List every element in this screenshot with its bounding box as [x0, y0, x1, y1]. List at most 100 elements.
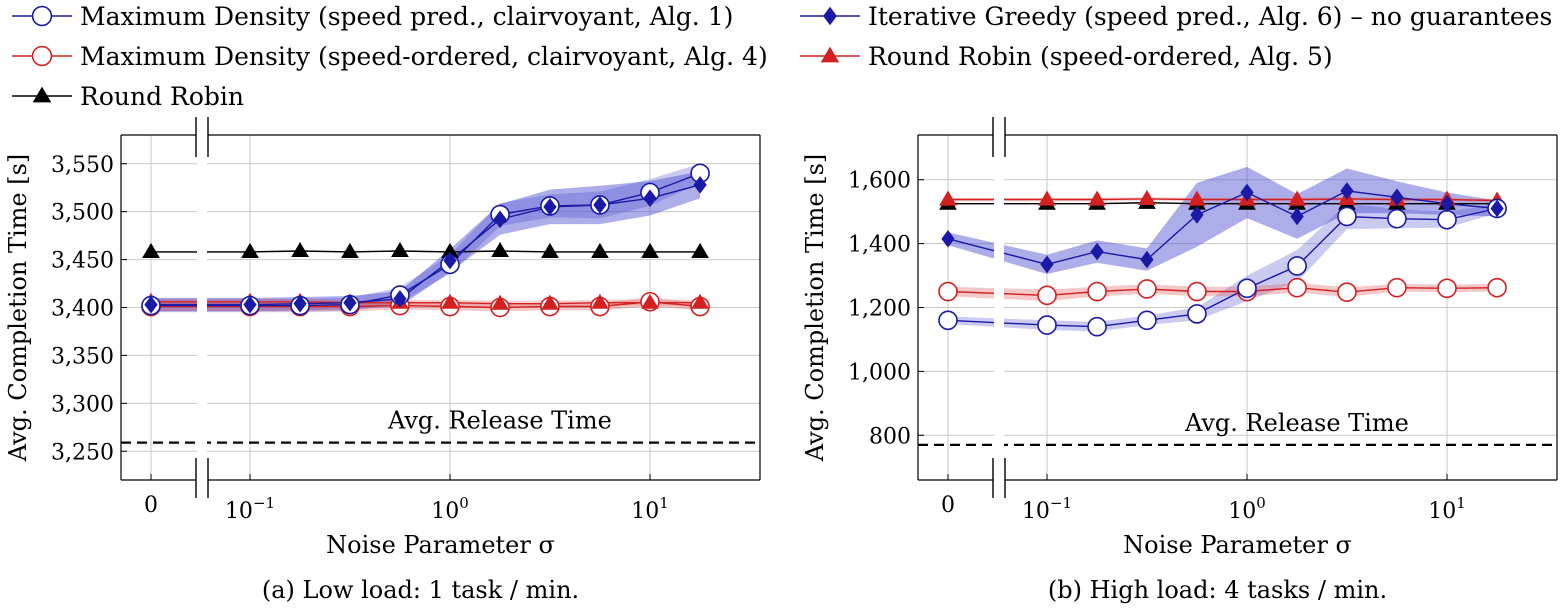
- grid: [918, 135, 1557, 480]
- data-point: [1137, 310, 1157, 331]
- y-tick-label: 1,600: [848, 169, 911, 194]
- legend-label: Maximum Density (speed-ordered, clairvoy…: [80, 42, 768, 71]
- legend-label: Iterative Greedy (speed pred., Alg. 6) –…: [868, 2, 1552, 31]
- data-point: [1240, 183, 1254, 202]
- data-point: [1090, 242, 1104, 261]
- x-tick-label: 101: [631, 494, 669, 524]
- data-point: [1437, 278, 1457, 299]
- x-tick-label: 10−1: [225, 494, 275, 524]
- y-tick-label: 3,550: [51, 153, 114, 178]
- legend-label: Round Robin: [80, 82, 244, 111]
- plot-area: [141, 163, 710, 318]
- data-point: [144, 295, 158, 314]
- panel-caption: (a) Low load: 1 task / min.: [262, 576, 579, 604]
- plot-area: [938, 166, 1507, 337]
- data-point: [1487, 277, 1507, 298]
- y-axis-label: Avg. Completion Time [s]: [4, 154, 32, 463]
- legend-marker: [31, 45, 53, 67]
- data-point: [1038, 190, 1056, 206]
- data-point: [693, 175, 707, 194]
- y-tick-label: 3,350: [51, 344, 114, 369]
- data-point: [291, 241, 309, 258]
- data-point: [641, 242, 659, 259]
- y-tick-label: 1,000: [848, 360, 911, 385]
- axis-break-gap: [197, 115, 207, 500]
- data-point: [391, 241, 409, 258]
- legend-label: Round Robin (speed-ordered, Alg. 5): [868, 42, 1333, 71]
- data-point: [1490, 199, 1504, 218]
- legend-marker: [820, 46, 840, 63]
- legend-entry-rr: Round Robin: [12, 82, 244, 111]
- x-tick-label: 10−1: [1022, 494, 1072, 524]
- data-point: [1137, 279, 1157, 299]
- data-point: [691, 293, 709, 309]
- confidence-band: [151, 171, 701, 312]
- confidence-band: [948, 166, 1498, 274]
- panel-b: Avg. Release Time 800 1,000 1,200 1,400 1,600…: [801, 115, 1558, 604]
- legend-entry-rr_ord: Round Robin (speed-ordered, Alg. 5): [800, 42, 1333, 71]
- legend-label: Maximum Density (speed pred., clairvoyan…: [80, 2, 733, 31]
- data-point: [541, 242, 559, 259]
- x-tick-label: 0: [941, 493, 955, 518]
- data-point: [1187, 304, 1207, 324]
- data-point: [1087, 316, 1107, 337]
- y-axis-label: Avg. Completion Time [s]: [801, 154, 829, 463]
- data-point: [541, 294, 559, 310]
- x-tick-label: 100: [1228, 494, 1266, 524]
- data-point: [591, 293, 609, 309]
- data-point: [1190, 206, 1204, 224]
- data-point: [1087, 281, 1107, 302]
- y-tick-label: 1,200: [848, 297, 911, 322]
- data-point: [1237, 278, 1257, 299]
- data-point: [941, 229, 955, 248]
- panel-caption: (b) High load: 4 tasks / min.: [1048, 576, 1387, 604]
- data-point: [1390, 188, 1404, 207]
- data-point: [1387, 277, 1407, 298]
- data-point: [491, 294, 509, 310]
- y-tick-label: 3,300: [51, 392, 114, 417]
- y-tick-label: 3,500: [51, 201, 114, 226]
- data-point: [1387, 208, 1407, 229]
- data-point: [1037, 315, 1057, 335]
- confidence-band: [151, 163, 701, 313]
- legend-entry-ig: Iterative Greedy (speed pred., Alg. 6) –…: [800, 2, 1552, 31]
- x-axis-label: Noise Parameter σ: [326, 531, 555, 559]
- data-point: [1288, 190, 1306, 206]
- data-point: [343, 293, 357, 312]
- data-point: [1040, 255, 1054, 274]
- data-point: [443, 251, 457, 270]
- data-point: [1287, 277, 1307, 298]
- y-tick-label: 3,450: [51, 249, 114, 274]
- x-tick-label: 101: [1428, 494, 1466, 524]
- data-point: [491, 241, 509, 258]
- data-point: [493, 210, 507, 229]
- data-point: [1138, 189, 1156, 205]
- data-point: [1437, 209, 1457, 230]
- y-tick-label: 1,400: [848, 233, 911, 258]
- data-point: [643, 189, 657, 208]
- data-point: [641, 293, 659, 309]
- data-point: [938, 310, 958, 331]
- data-point: [142, 242, 160, 259]
- data-point: [441, 293, 459, 309]
- y-tick-label: 3,400: [51, 297, 114, 322]
- data-point: [591, 242, 609, 259]
- panel-a: Avg. Release Time 3,250 3,300 3,350 3,400 3,4…: [4, 115, 761, 604]
- data-point: [393, 290, 407, 308]
- data-point: [939, 190, 957, 206]
- data-point: [1140, 250, 1154, 269]
- data-point: [1188, 190, 1206, 206]
- x-tick-label: 100: [431, 494, 469, 524]
- data-point: [1037, 285, 1057, 306]
- data-point: [293, 294, 307, 313]
- legend-entry-md_ord: Maximum Density (speed-ordered, clairvoy…: [12, 42, 768, 71]
- data-point: [341, 242, 359, 259]
- data-point: [1337, 282, 1357, 302]
- legend-marker: [31, 5, 53, 27]
- data-point: [1340, 182, 1354, 200]
- data-point: [543, 198, 557, 216]
- data-point: [243, 295, 257, 314]
- data-point: [938, 281, 958, 302]
